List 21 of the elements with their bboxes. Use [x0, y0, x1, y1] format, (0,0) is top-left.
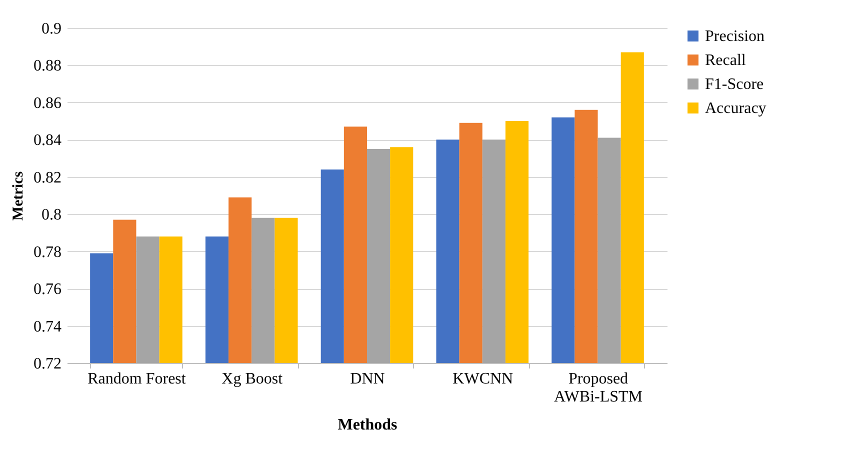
x-axis-title: Methods — [338, 416, 398, 434]
y-tick-label: 0.88 — [34, 58, 62, 75]
y-tick-label: 0.86 — [34, 94, 62, 112]
legend-label: F1-Score — [705, 76, 764, 93]
legend-label: Accuracy — [705, 100, 766, 117]
y-tick-label: 0.8 — [42, 206, 62, 224]
x-tick-label: Xg Boost — [222, 370, 284, 388]
y-axis-title: Metrics — [10, 171, 26, 221]
y-tick-label: 0.72 — [34, 356, 62, 372]
y-tick-label: 0.78 — [34, 244, 62, 261]
y-tick-label: 0.84 — [34, 132, 62, 150]
y-tick-label: 0.82 — [34, 169, 62, 186]
y-tick-label: 0.9 — [42, 20, 62, 38]
x-tick-label: DNN — [350, 370, 386, 388]
y-tick-label: 0.74 — [34, 318, 62, 336]
x-tick-label: Random Forest — [88, 370, 186, 388]
legend-label: Recall — [705, 52, 746, 69]
x-tick-label: KWCNN — [452, 370, 514, 388]
legend-label: Precision — [705, 28, 765, 45]
x-tick-label: Proposed AWBi-LSTM — [554, 370, 643, 406]
y-tick-label: 0.76 — [34, 281, 62, 298]
